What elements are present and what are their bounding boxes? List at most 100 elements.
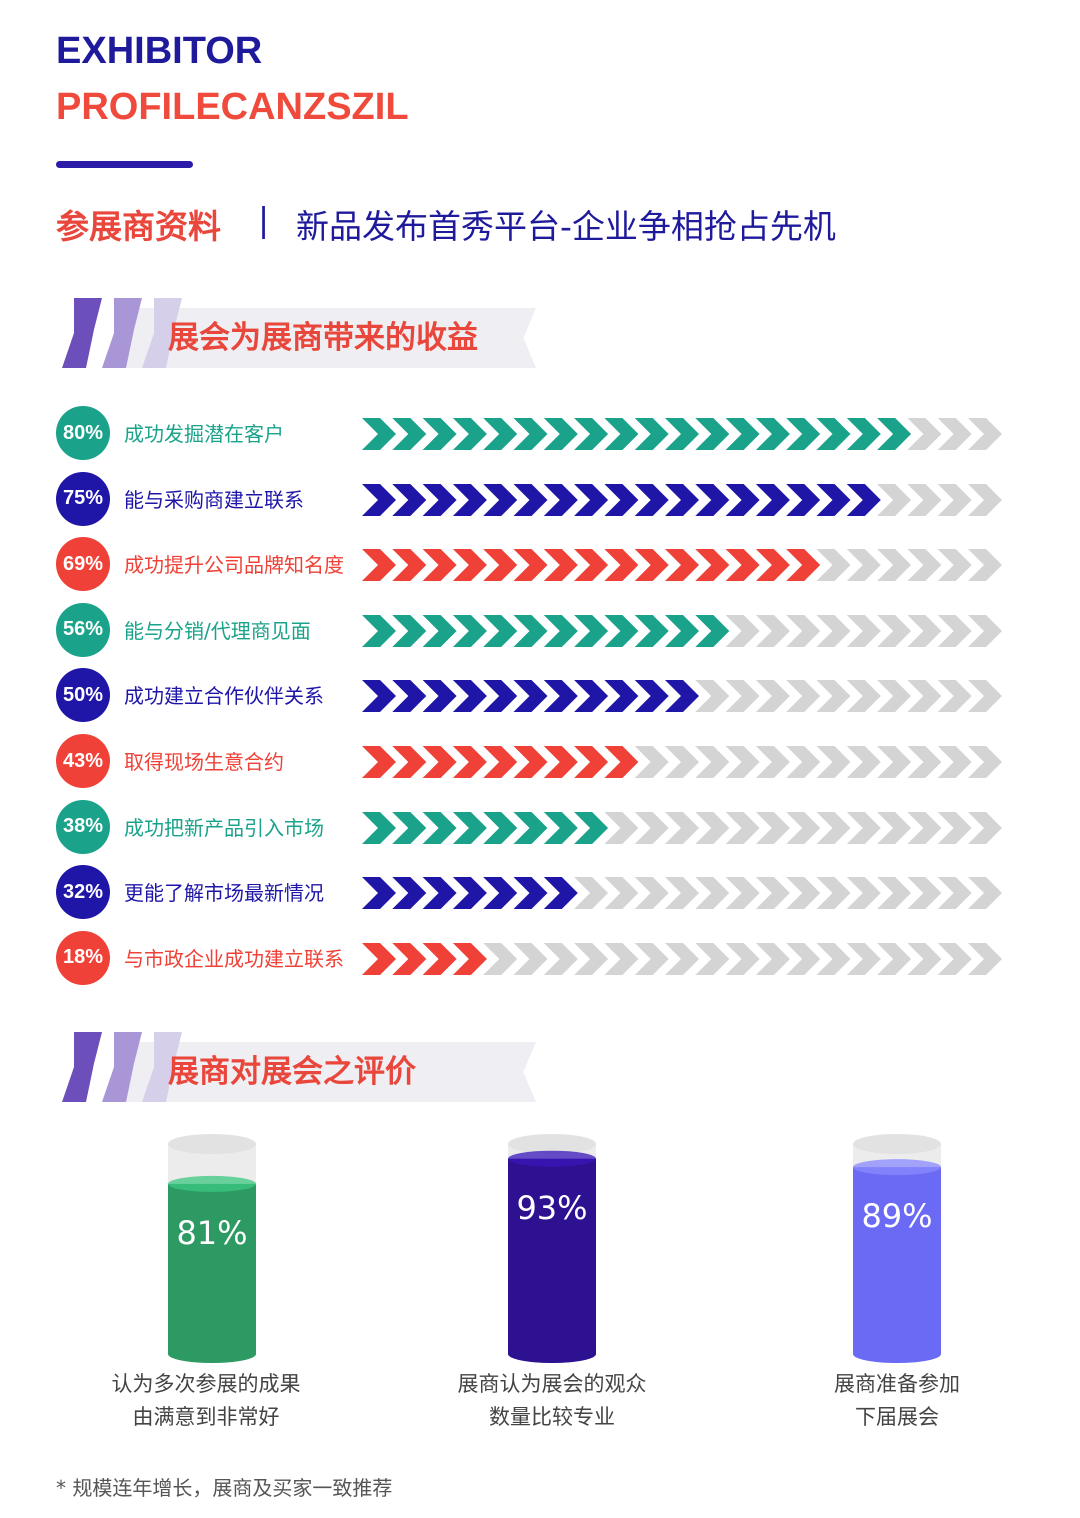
chevron-empty	[968, 614, 1002, 647]
chevron-empty	[604, 942, 639, 975]
chevron-filled	[665, 614, 699, 647]
chevron-filled	[665, 680, 699, 713]
chevron-empty	[877, 549, 912, 582]
chevron-filled	[877, 418, 912, 450]
chevron-empty	[574, 942, 609, 975]
chevron-bar	[362, 483, 1002, 516]
chevron-empty	[604, 811, 639, 844]
chevron-empty	[968, 418, 1002, 450]
chevron-filled	[513, 418, 548, 450]
chevron-empty	[968, 877, 1002, 910]
chevron-filled	[452, 680, 487, 713]
chevron-empty	[755, 942, 790, 975]
cylinder-value: 89%	[861, 1197, 933, 1236]
cylinder-shape	[853, 1134, 941, 1363]
chevron-filled	[422, 811, 457, 844]
chevron-empty	[725, 942, 760, 975]
chevron-filled	[422, 942, 457, 975]
benefit-label: 取得现场生意合约	[124, 750, 284, 774]
chevron-filled	[543, 614, 578, 647]
benefit-label: 成功把新产品引入市场	[124, 815, 324, 840]
chevron-filled	[665, 483, 699, 516]
chevron-empty	[786, 614, 821, 647]
benefit-label: 能与采购商建立联系	[124, 487, 304, 512]
chevron-empty	[907, 549, 942, 582]
chevron-filled	[634, 549, 669, 582]
section-header-benefits: 展会为展商带来的收益	[56, 298, 546, 368]
percent-badge: 32%	[56, 865, 110, 920]
chevron-empty	[574, 877, 609, 910]
cylinder-value: 93%	[516, 1188, 588, 1227]
chevron-empty	[816, 680, 851, 713]
chevron-empty	[755, 680, 790, 713]
chevron-filled	[452, 811, 487, 844]
chevron-filled	[665, 418, 699, 450]
chevron-filled	[483, 549, 518, 582]
chevron-filled	[452, 483, 487, 516]
chevron-filled	[452, 614, 487, 647]
chevron-filled	[755, 418, 790, 450]
title-line1: EXHIBITOR	[56, 30, 263, 72]
title-line2: PROFILECANZSZIL	[56, 86, 409, 128]
chevron-bar	[362, 614, 1002, 647]
chevron-filled	[422, 549, 457, 582]
chevron-filled	[755, 549, 790, 582]
chevron-empty	[665, 746, 699, 778]
caption-line: 展商准备参加	[834, 1372, 960, 1396]
chevron-filled	[574, 746, 609, 778]
chevron-empty	[665, 877, 699, 910]
chevron-empty	[907, 680, 942, 713]
cylinder-top	[168, 1134, 256, 1154]
chevron-empty	[937, 942, 972, 975]
section-band	[116, 1042, 536, 1102]
chevron-empty	[968, 811, 1002, 844]
chevron-filled	[695, 614, 730, 647]
chevron-empty	[846, 942, 881, 975]
chevron-filled	[483, 746, 518, 778]
benefit-row: 50% 成功建立合作伙伴关系	[56, 668, 1016, 723]
section-band	[116, 308, 536, 368]
cylinder-bar: 93%	[508, 1130, 596, 1363]
chevron-filled	[604, 680, 639, 713]
chevron-filled	[483, 614, 518, 647]
benefit-label: 成功提升公司品牌知名度	[124, 553, 344, 578]
chevron-filled	[604, 614, 639, 647]
chevron-bar	[362, 877, 1002, 910]
benefit-row: 80% 成功发掘潜在客户	[56, 406, 1016, 460]
percent-badge: 43%	[56, 734, 110, 788]
chevron-empty	[877, 483, 912, 516]
chevron-filled	[846, 483, 881, 516]
cylinder-fill	[508, 1158, 596, 1354]
chevron-filled	[483, 811, 518, 844]
subtitle-left: 参展商资料	[56, 207, 221, 246]
title-rule	[56, 161, 193, 168]
cylinder-top	[853, 1134, 941, 1154]
chevron-filled	[452, 877, 487, 910]
chevron-empty	[755, 811, 790, 844]
chevron-empty	[695, 877, 730, 910]
chevron-filled	[604, 746, 639, 778]
benefit-row: 69% 成功提升公司品牌知名度	[56, 537, 1016, 592]
chevron-filled	[483, 877, 518, 910]
caption-line: 展商认为展会的观众	[457, 1372, 647, 1396]
chevron-filled	[543, 746, 578, 778]
caption-line: 认为多次参展的成果	[111, 1372, 301, 1396]
chevron-empty	[846, 877, 881, 910]
cylinder-bottom	[853, 1345, 941, 1363]
chevron-empty	[937, 483, 972, 516]
chevron-filled	[574, 811, 609, 844]
chevron-filled	[483, 483, 518, 516]
stripe-icon	[62, 1032, 102, 1102]
chevron-empty	[695, 746, 730, 778]
chevron-empty	[725, 614, 760, 647]
chevron-empty	[786, 942, 821, 975]
cylinder-top	[508, 1134, 596, 1154]
chevron-filled	[665, 549, 699, 582]
benefit-row: 32% 更能了解市场最新情况	[56, 865, 1016, 920]
cylinder-bar: 81%	[168, 1130, 256, 1363]
chevron-filled	[452, 942, 487, 975]
chevron-empty	[968, 746, 1002, 778]
chevron-filled	[634, 614, 669, 647]
chevron-empty	[937, 877, 972, 910]
chevron-filled	[846, 418, 881, 450]
